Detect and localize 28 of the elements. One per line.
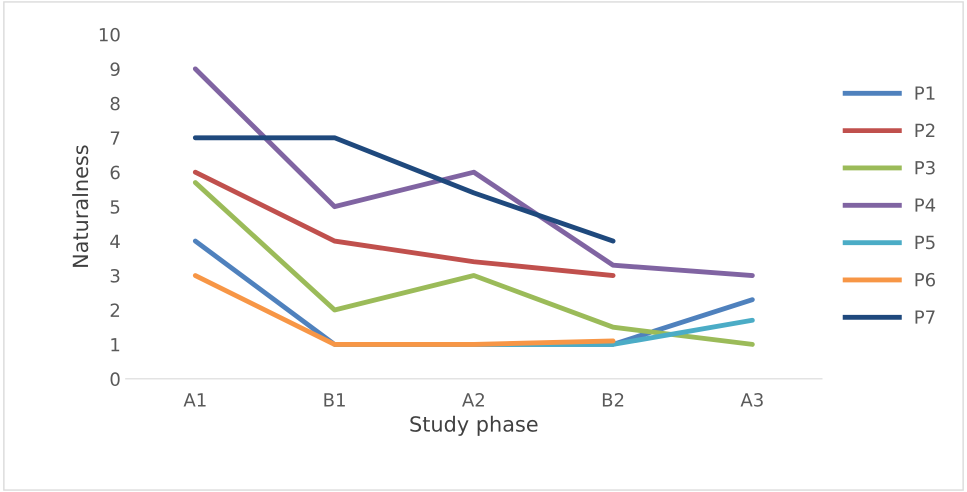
y-tick-label: 2 (110, 303, 120, 317)
legend-label: P2 (916, 124, 934, 137)
y-axis-title: Naturalness (72, 145, 88, 267)
y-tick-label: 3 (110, 268, 120, 283)
x-tick-label: B1 (324, 393, 345, 406)
y-tick-label: 0 (110, 372, 120, 386)
legend-label: P6 (916, 272, 936, 287)
line-series (192, 180, 755, 347)
line-series (192, 66, 755, 278)
line-series (192, 170, 616, 278)
legend-label: P5 (916, 236, 935, 250)
legend-label: P3 (916, 160, 935, 175)
y-tick-label: 1 (111, 338, 120, 352)
legend-label: P1 (916, 86, 934, 100)
y-tick-label: 5 (110, 200, 120, 214)
x-tick-label: A1 (184, 393, 206, 406)
y-tick-label: 4 (110, 234, 120, 248)
y-tick-label: 6 (110, 166, 120, 180)
legend-label: P7 (916, 310, 935, 324)
y-tick-label: 10 (100, 28, 120, 42)
y-tick-label: 7 (110, 131, 120, 145)
legend-label: P4 (916, 198, 936, 212)
x-tick-label: A3 (740, 393, 763, 407)
x-axis-title: Study phase (410, 416, 538, 436)
y-tick-label: 9 (110, 62, 120, 76)
x-tick-label: A2 (462, 393, 484, 406)
y-tick-label: 8 (110, 96, 120, 110)
x-tick-label: B2 (602, 393, 624, 406)
